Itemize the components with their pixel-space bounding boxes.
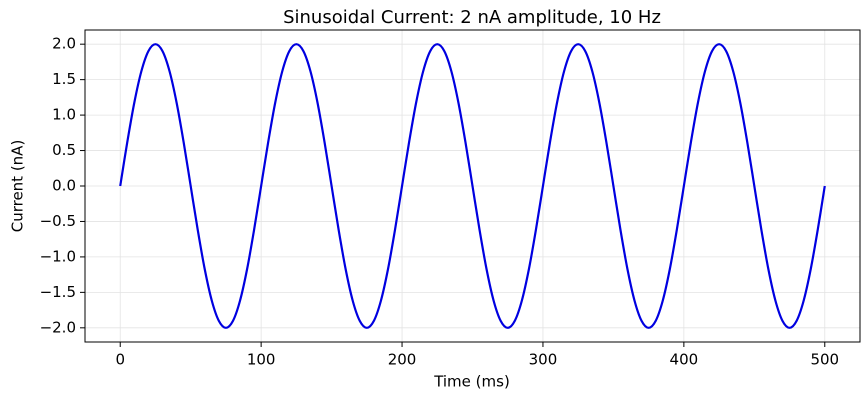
y-tick-label: 1.0 bbox=[52, 106, 76, 124]
data-line bbox=[119, 43, 826, 329]
y-axis-label: Current (nA) bbox=[9, 140, 27, 233]
y-tick-label: 1.5 bbox=[52, 70, 76, 88]
y-tick-label: 2.0 bbox=[52, 35, 76, 53]
y-tick-label: 0.0 bbox=[52, 177, 76, 195]
x-tick-label: 0 bbox=[115, 351, 125, 369]
y-tick-label: 0.5 bbox=[52, 141, 76, 159]
x-tick-label: 400 bbox=[670, 351, 699, 369]
y-tick-label: −2.0 bbox=[40, 318, 76, 336]
x-tick-label: 500 bbox=[810, 351, 839, 369]
y-tick-label: −1.0 bbox=[40, 247, 76, 265]
x-tick-label: 200 bbox=[388, 351, 417, 369]
x-tick-label: 100 bbox=[247, 351, 276, 369]
x-tick-label: 300 bbox=[529, 351, 558, 369]
x-axis-label: Time (ms) bbox=[433, 373, 510, 391]
y-tick-label: −0.5 bbox=[40, 212, 76, 230]
y-tick-label: −1.5 bbox=[40, 283, 76, 301]
chart-title: Sinusoidal Current: 2 nA amplitude, 10 H… bbox=[283, 7, 661, 28]
plot-frame bbox=[84, 29, 861, 343]
